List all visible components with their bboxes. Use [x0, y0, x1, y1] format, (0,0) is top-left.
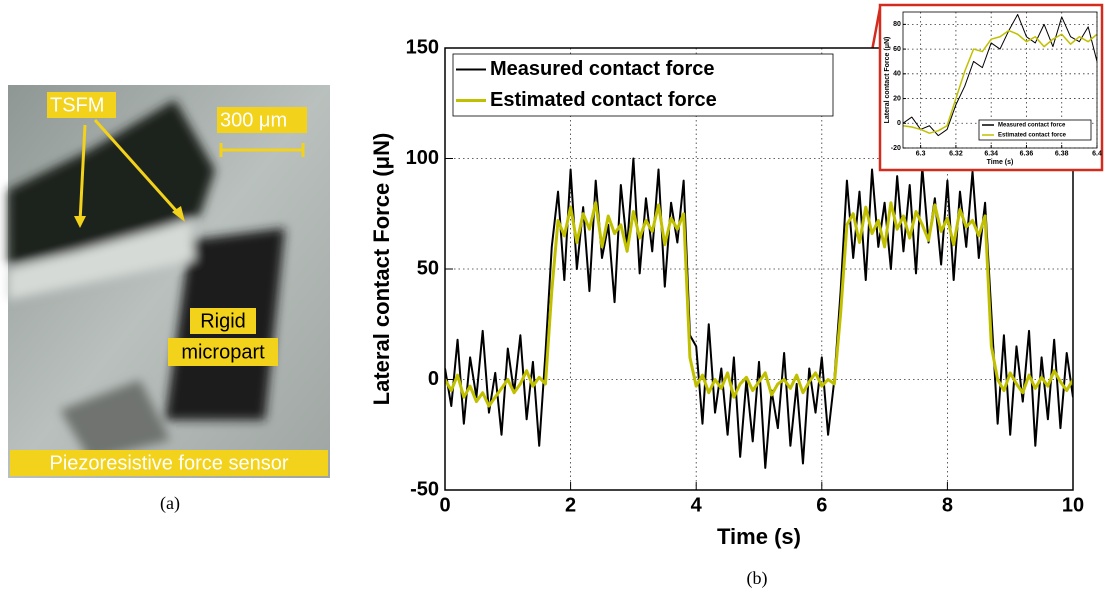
x-tick-label: 6.4: [1092, 150, 1102, 157]
arrow-head: [74, 216, 86, 228]
legend-box: [978, 119, 1092, 141]
sensor-shape: [60, 380, 170, 460]
arrow-head: [172, 206, 185, 222]
label: micropart: [181, 341, 265, 363]
y-tick-label: 0: [897, 120, 901, 127]
data-line: [903, 29, 1097, 134]
caption: (b): [747, 568, 768, 589]
axes-frame: [902, 11, 1098, 149]
label-box: [10, 450, 328, 476]
x-tick-label: 6.34: [984, 150, 998, 157]
y-tick-label: -50: [410, 478, 439, 500]
arrow: [78, 124, 87, 223]
label-box: [168, 338, 278, 366]
x-axis-label: Time (s): [987, 159, 1014, 166]
legend-label: Measured contact force: [490, 58, 715, 80]
y-axis-label: Lateral contact Force (μN): [369, 133, 394, 406]
y-axis-label: Lateral contact Force (μN): [884, 37, 891, 124]
x-tick-label: 6.38: [1055, 150, 1069, 157]
legend-box: [452, 53, 834, 117]
arrow: [93, 118, 182, 217]
y-tick-label: -20: [891, 145, 901, 152]
legend-label: Measured contact force: [998, 123, 1066, 129]
label-box: [217, 107, 307, 133]
label-box: [47, 92, 116, 118]
data-line: [445, 157, 1073, 469]
legend-label: Estimated contact force: [998, 133, 1067, 139]
data-line: [903, 13, 1097, 137]
legend-label: Estimated contact force: [490, 89, 717, 111]
x-tick-label: 10: [1062, 494, 1084, 516]
photo: TSFM 300 μm Rigid micropart Piezoresisti…: [8, 85, 330, 478]
x-tick-label: 6: [816, 494, 827, 516]
y-tick-label: 80: [893, 21, 901, 28]
label: Rigid: [200, 310, 246, 332]
x-tick-label: 6.3: [916, 150, 926, 157]
y-tick-label: 20: [893, 95, 901, 102]
axes-frame: [444, 47, 1074, 491]
x-tick-label: 8: [942, 494, 953, 516]
y-tick-label: 50: [417, 257, 439, 279]
label: 300 μm: [220, 109, 287, 131]
label: Piezoresistive force sensor: [50, 452, 289, 474]
data-line: [445, 201, 1073, 408]
y-tick-label: 60: [893, 46, 901, 53]
x-tick-label: 4: [691, 494, 703, 516]
y-tick-label: 40: [893, 71, 901, 78]
label: TSFM: [50, 94, 104, 116]
x-tick-label: 2: [565, 494, 576, 516]
y-tick-label: 150: [406, 36, 439, 58]
tsfm-shape: [8, 100, 215, 265]
x-axis-label: Time (s): [717, 524, 801, 549]
y-tick-label: 0: [428, 368, 439, 390]
caption: (a): [160, 493, 180, 514]
x-tick-label: 6.36: [1020, 150, 1034, 157]
x-tick-label: 0: [439, 494, 450, 516]
label-box: [190, 308, 256, 334]
y-tick-label: 100: [406, 147, 439, 169]
x-tick-label: 6.32: [949, 150, 963, 157]
reflection: [8, 220, 195, 300]
